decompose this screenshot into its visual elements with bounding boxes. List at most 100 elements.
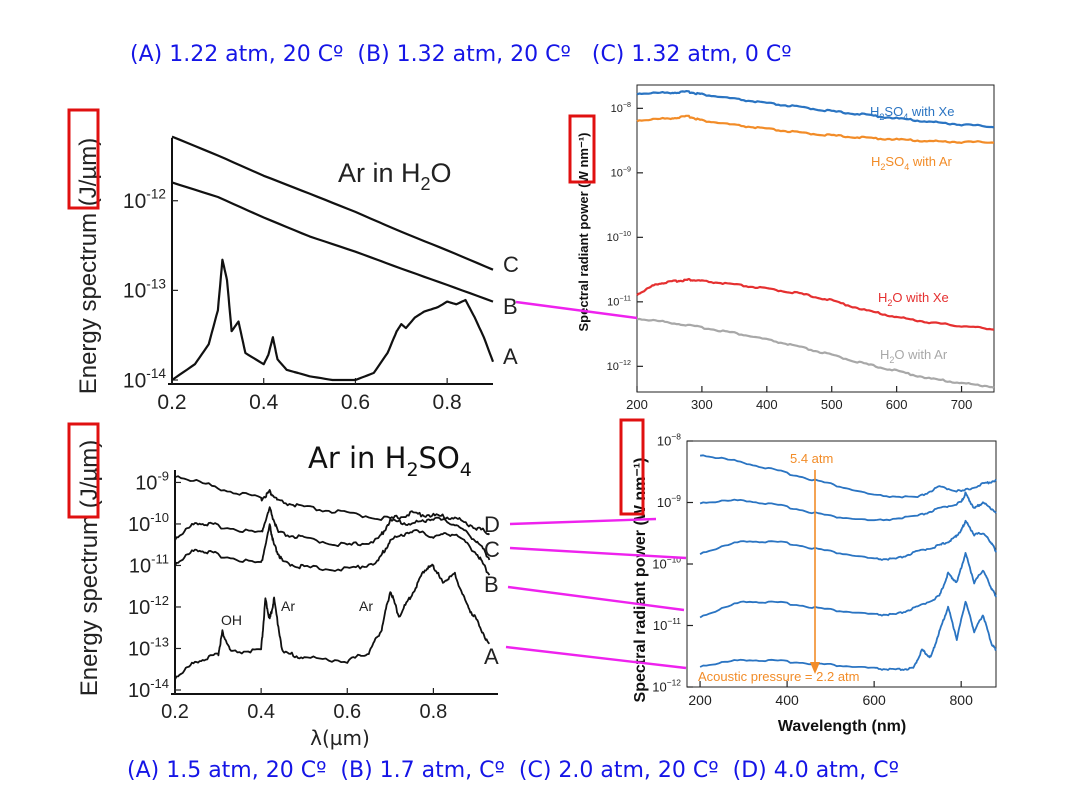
- y-tick-label: 10-10: [128, 510, 169, 536]
- x-tick-label: 200: [688, 692, 712, 708]
- label-text: SO: [884, 104, 903, 119]
- tick-base: 10: [607, 297, 619, 309]
- tick-exponent: −10: [667, 555, 682, 565]
- y-tick-label: 10-11: [129, 551, 169, 577]
- series-line: [699, 454, 997, 499]
- title-text: SO: [419, 441, 460, 475]
- x-tick-label: 600: [886, 397, 908, 412]
- tick-base: 10: [607, 361, 619, 373]
- tick-base: 10: [128, 680, 150, 702]
- connector-line: [505, 645, 687, 670]
- x-tick-label: 0.6: [333, 701, 361, 723]
- label-text: with Ar: [905, 347, 948, 362]
- x-tick-label: 500: [821, 397, 843, 412]
- tick-base: 10: [607, 232, 619, 244]
- y-tick-label: 10-9: [135, 468, 169, 494]
- tick-base: 10: [123, 280, 146, 303]
- y-tick-label: 10-14: [128, 676, 169, 702]
- series-label: H2SO4 with Ar: [871, 154, 953, 172]
- y-tick-label: 10−10: [652, 555, 681, 572]
- series-line: [699, 491, 997, 522]
- label-subscript: 4: [904, 162, 909, 172]
- tick-exponent: −12: [667, 678, 682, 688]
- label-subscript: 4: [903, 112, 908, 122]
- tick-base: 10: [652, 557, 666, 572]
- series-line: [174, 563, 491, 680]
- pressure-annotation-top: 5.4 atm: [790, 451, 833, 466]
- y-tick-label: 10-12: [123, 187, 166, 213]
- x-tick-label: 400: [756, 397, 778, 412]
- peak-annotation: Ar: [281, 598, 295, 614]
- label-text: H: [870, 104, 879, 119]
- series-label: B: [503, 294, 518, 319]
- series-label: A: [503, 344, 518, 369]
- tick-exponent: −9: [623, 166, 631, 174]
- peak-annotation: Ar: [359, 598, 373, 614]
- y-tick-label: 10−11: [653, 616, 681, 633]
- label-text: H: [880, 347, 889, 362]
- y-tick-label: 10−9: [611, 166, 631, 180]
- tick-exponent: −8: [623, 101, 631, 109]
- tick-base: 10: [135, 472, 157, 494]
- label-subscript: 2: [879, 112, 884, 122]
- unit-highlight-box: [67, 108, 100, 210]
- x-tick-label: 300: [691, 397, 713, 412]
- series-label: B: [484, 572, 499, 597]
- tick-exponent: −9: [671, 493, 681, 503]
- y-tick-label: 10-14: [123, 366, 166, 392]
- series-line: [174, 475, 490, 536]
- label-text: with Ar: [909, 154, 952, 169]
- label-subscript: 2: [889, 355, 894, 365]
- series-label: C: [503, 252, 519, 277]
- tick-base: 10: [129, 555, 151, 577]
- y-tick-label: 10−8: [611, 101, 631, 115]
- series-line: [699, 552, 997, 619]
- y-tick-label: 10−12: [607, 359, 631, 373]
- peak-annotation: OH: [221, 612, 242, 628]
- series-line: [699, 519, 997, 561]
- tick-exponent: -13: [150, 634, 169, 649]
- tick-base: 10: [128, 638, 150, 660]
- series-line: [636, 277, 995, 331]
- series-line: [171, 258, 495, 382]
- label-text: with Xe: [908, 104, 954, 119]
- x-axis-label: Wavelength (nm): [778, 718, 906, 735]
- series-label: A: [484, 644, 499, 669]
- tick-base: 10: [611, 103, 623, 115]
- series-line: [174, 523, 491, 576]
- title-subscript: 2: [421, 174, 431, 194]
- tick-exponent: -12: [146, 187, 166, 202]
- tick-base: 10: [128, 514, 150, 536]
- tick-exponent: -9: [157, 468, 169, 483]
- y-tick-label: 10-13: [128, 634, 169, 660]
- tick-base: 10: [611, 168, 623, 180]
- y-tick-label: 10-12: [128, 593, 169, 619]
- title-subscript: 4: [460, 459, 472, 481]
- tick-base: 10: [653, 618, 667, 633]
- tick-base: 10: [123, 190, 146, 213]
- y-tick-label: 10−12: [652, 678, 681, 695]
- x-tick-label: 400: [775, 692, 799, 708]
- connector-line: [507, 585, 685, 612]
- x-tick-label: 800: [950, 692, 974, 708]
- x-tick-label: 0.8: [419, 701, 447, 723]
- unit-highlight-box: [67, 422, 100, 519]
- bottom-conditions-caption: (A) 1.5 atm, 20 Cº (B) 1.7 atm, Cº (C) 2…: [127, 758, 899, 783]
- title-subscript: 2: [406, 459, 418, 481]
- tick-exponent: -12: [150, 593, 169, 608]
- tick-exponent: -10: [150, 510, 169, 525]
- title-text: Ar in H: [308, 441, 406, 475]
- title-text: O: [431, 158, 452, 188]
- unit-highlight-box: [568, 114, 596, 184]
- label-subscript: 2: [880, 162, 885, 172]
- series-line: [174, 506, 491, 561]
- series-line: [636, 90, 995, 129]
- x-tick-label: 0.2: [157, 391, 186, 414]
- tick-exponent: −8: [671, 432, 681, 442]
- x-tick-label: 0.4: [249, 391, 279, 414]
- label-text: H: [871, 154, 880, 169]
- tick-exponent: −10: [619, 230, 631, 238]
